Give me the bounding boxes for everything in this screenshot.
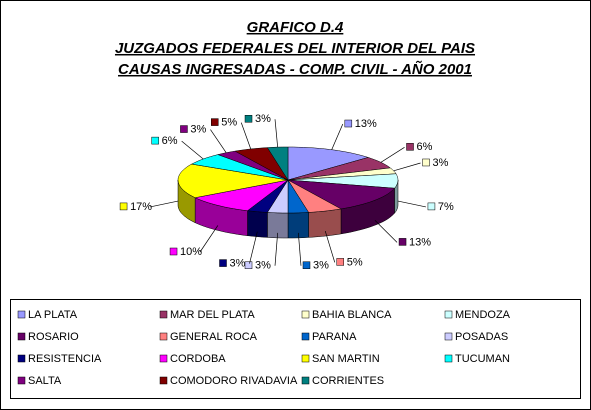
label-key <box>344 119 353 128</box>
data-label: 3% <box>433 157 449 169</box>
label-key <box>302 261 311 269</box>
legend-key <box>17 310 26 319</box>
data-label: 6% <box>417 141 433 153</box>
chart-title: JUZGADOS FEDERALES DEL INTERIOR DEL PAIS <box>115 40 475 57</box>
leader-line <box>274 119 278 148</box>
legend-label: MENDOZA <box>455 309 511 321</box>
legend-key <box>301 376 310 385</box>
legend-label: GENERAL ROCA <box>170 331 258 343</box>
pie-slice <box>287 179 342 213</box>
legend-key <box>159 332 168 341</box>
leader-line <box>149 200 179 208</box>
data-label: 5% <box>221 117 237 129</box>
legend-label: POSADAS <box>455 331 508 343</box>
data-label: 3% <box>190 123 206 135</box>
legend-label: PARANA <box>312 331 357 343</box>
legend-box <box>10 299 581 399</box>
pie-slice <box>287 179 396 210</box>
leader-line <box>397 200 427 208</box>
leader-line <box>298 232 302 266</box>
legend-key <box>301 332 310 341</box>
data-label: 13% <box>355 118 377 130</box>
leader-line <box>274 232 278 266</box>
leader-line <box>181 140 204 160</box>
label-key <box>119 202 128 211</box>
leader-line <box>324 230 336 263</box>
legend-label: SALTA <box>28 375 62 387</box>
label-key <box>151 136 159 145</box>
label-key <box>244 115 253 123</box>
label-key <box>180 125 188 133</box>
data-label: 3% <box>229 257 245 269</box>
data-label: 3% <box>313 260 329 272</box>
label-key <box>244 261 253 269</box>
pie-slice <box>287 146 370 181</box>
leader-line <box>249 231 258 264</box>
leader-line <box>331 123 344 150</box>
legend-label: RESISTENCIA <box>28 353 102 365</box>
label-key <box>398 238 407 246</box>
legend-label: BAHIA BLANCA <box>312 309 392 321</box>
data-label: 7% <box>438 201 454 213</box>
pie-slice <box>194 179 289 211</box>
legend-key <box>444 354 453 363</box>
label-key <box>219 259 227 267</box>
legend-key <box>301 354 310 363</box>
leader-line <box>199 225 219 253</box>
legend-key <box>159 376 168 385</box>
leader-line <box>380 147 405 163</box>
label-key <box>427 202 436 211</box>
leader-line <box>210 129 227 153</box>
legend-label: TUCUMAN <box>455 353 510 365</box>
leader-line <box>393 162 421 172</box>
legend-label: ROSARIO <box>28 331 79 343</box>
label-key <box>422 158 430 167</box>
pie-slice <box>177 163 289 198</box>
legend-label: COMODORO RIVADAVIA <box>170 375 298 387</box>
chart-title: GRAFICO D.4 <box>247 19 344 36</box>
legend-key <box>17 376 26 385</box>
legend-label: LA PLATA <box>28 309 78 321</box>
data-label: 10% <box>180 246 202 258</box>
label-key <box>169 247 178 256</box>
data-label: 6% <box>162 135 178 147</box>
legend-key <box>444 310 453 319</box>
data-label: 5% <box>347 256 363 268</box>
legend-label: SAN MARTIN <box>312 353 380 365</box>
chart-title: CAUSAS INGRESADAS - COMP. CIVIL - AÑO 20… <box>118 60 472 78</box>
pie-slice <box>287 173 399 189</box>
legend-label: MAR DEL PLATA <box>170 309 255 321</box>
legend-key <box>301 310 310 319</box>
label-key <box>211 118 219 126</box>
slice-side <box>308 208 342 238</box>
label-key <box>336 258 344 266</box>
slice-side <box>247 210 268 238</box>
data-label: 13% <box>409 236 431 248</box>
data-label: 17% <box>130 201 152 213</box>
legend-key <box>159 354 168 363</box>
legend-key <box>159 310 168 319</box>
legend-label: CORRIENTES <box>312 375 384 387</box>
data-label: 3% <box>255 260 271 272</box>
label-key <box>406 143 414 151</box>
legend-label: CORDOBA <box>170 353 226 365</box>
legend-key <box>17 332 26 341</box>
legend-key <box>444 332 453 341</box>
legend-key <box>17 354 26 363</box>
leader-line <box>374 219 398 243</box>
data-label: 3% <box>255 113 271 125</box>
pie-slice <box>234 147 289 181</box>
leader-line <box>240 122 252 150</box>
